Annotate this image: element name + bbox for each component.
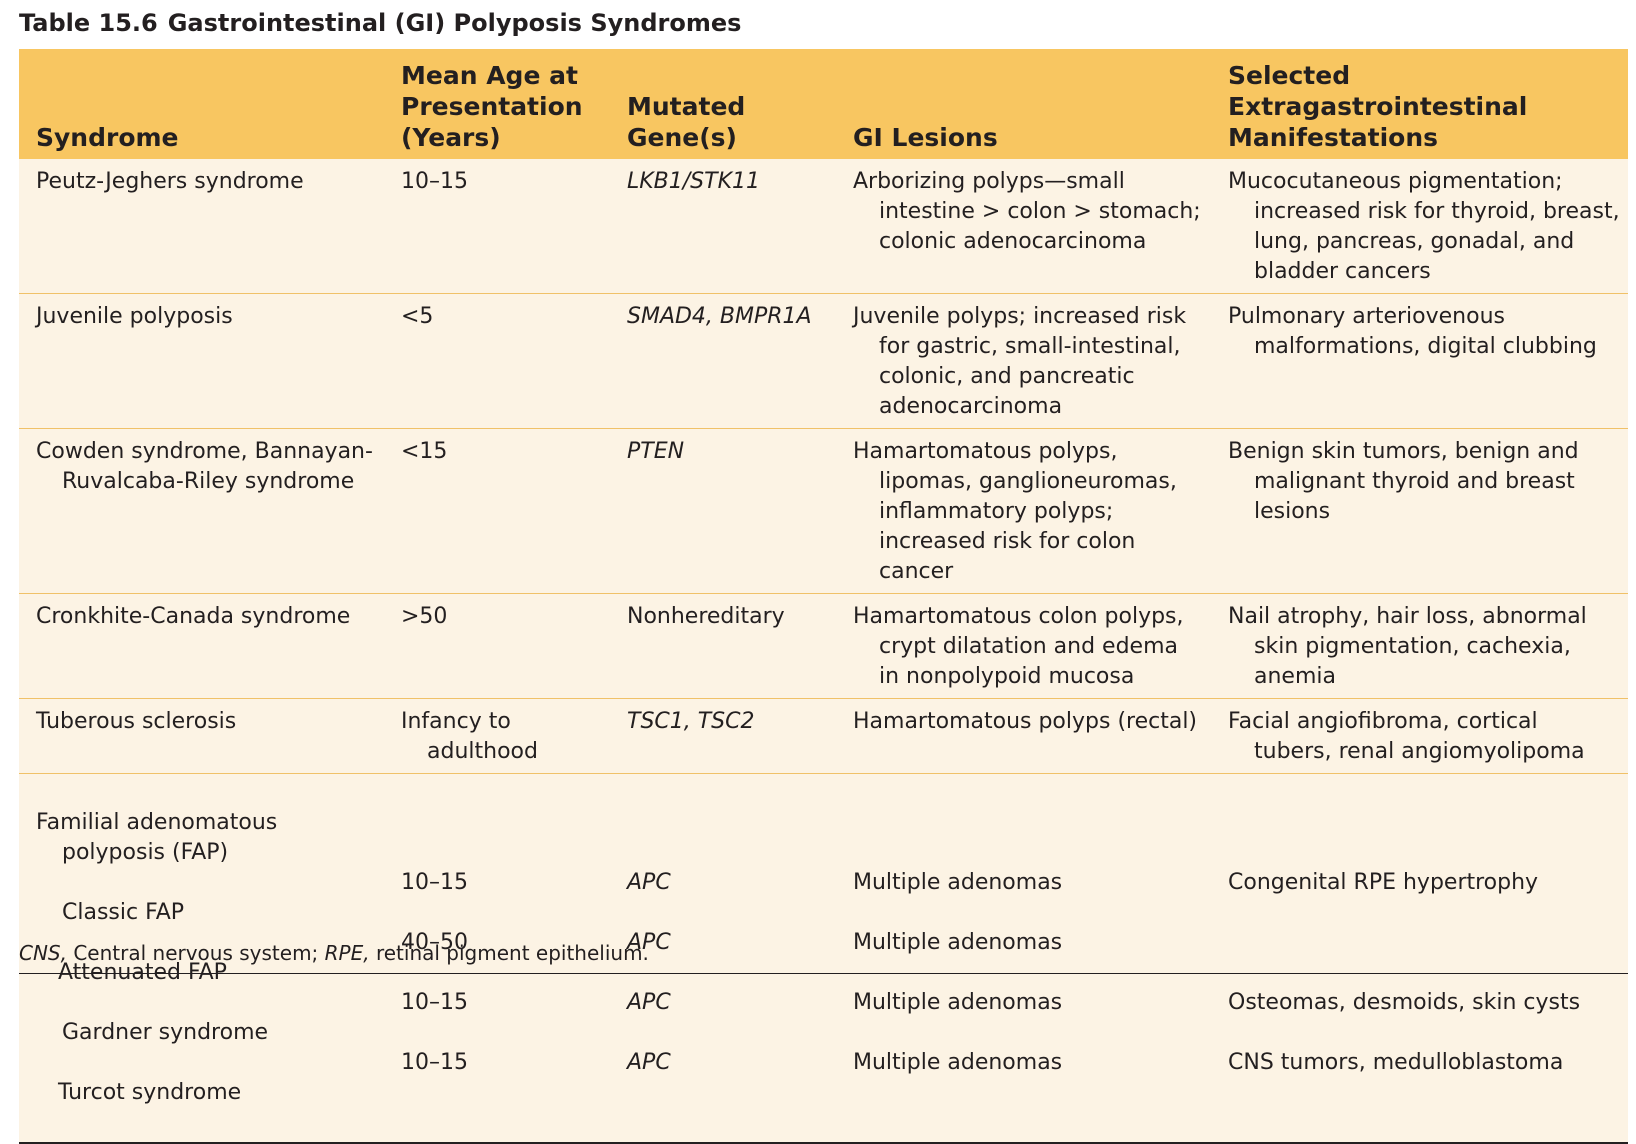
table-row: Peutz-Jeghers syndrome 10–15 LKB1/STK11 … (19, 159, 1628, 294)
cell-lesions: Hamartomatous polyps (rectal) (836, 698, 1211, 774)
cell-syndrome: Cronkhite-Canada syndrome (19, 593, 384, 699)
fap-subtype-lesions: Multiple adenomas (853, 930, 1063, 955)
cell-lesions: Hamartomatous colon polyps, crypt dilata… (836, 593, 1211, 699)
cell-gene: Nonhereditary (610, 593, 836, 699)
table-footnote: CNS, Central nervous system; RPE, retina… (19, 938, 1628, 974)
cell-age: 10–15 (384, 159, 610, 294)
cell-syndrome: Peutz-Jeghers syndrome (19, 159, 384, 294)
fap-subtype-age: 10–15 (401, 870, 468, 895)
cell-syndrome: Tuberous sclerosis (19, 698, 384, 774)
header-extra-gi-manifestations: Selected Extragastrointestinal Manifesta… (1228, 61, 1528, 152)
header-gi-lesions: GI Lesions (853, 123, 998, 152)
fap-subtype-gene: APC (627, 870, 671, 895)
header-syndrome: Syndrome (36, 123, 179, 152)
cell-extra: Nail atrophy, hair loss, abnormal skin p… (1211, 593, 1628, 699)
fap-subtype-gene: APC (627, 930, 671, 955)
cell-gene: LKB1/STK11 (610, 159, 836, 294)
fap-subtype-name: Attenuated FAP (58, 960, 227, 985)
fap-subtype-lesions: Multiple adenomas (853, 1050, 1063, 1075)
footnote-abbr: CNS, (19, 941, 67, 965)
cell-gene: PTEN (610, 428, 836, 594)
cell-age: >50 (384, 593, 610, 699)
fap-subtype-name: Turcot syndrome (58, 1080, 242, 1105)
table-row: Cowden syndrome, Bannayan-Ruvalcaba-Rile… (19, 428, 1628, 594)
cell-extra: Benign skin tumors, benign and malignant… (1211, 428, 1628, 594)
table-row: Juvenile polyposis <5 SMAD4, BMPR1A Juve… (19, 293, 1628, 429)
table-number: Table 15.6 (19, 9, 158, 37)
table-caption: Gastrointestinal (GI) Polyposis Syndrome… (167, 9, 742, 37)
footnote-definition: Central nervous system; (66, 941, 325, 965)
cell-extra: Facial angiofibroma, cortical tubers, re… (1211, 698, 1628, 774)
fap-subtype-lesions: Multiple adenomas (853, 870, 1063, 895)
cell-syndrome: Cowden syndrome, Bannayan-Ruvalcaba-Rile… (19, 428, 384, 594)
cell-gene: SMAD4, BMPR1A (610, 293, 836, 429)
fap-subtype-name: Classic FAP (62, 900, 185, 925)
cell-age: <5 (384, 293, 610, 429)
header-mutated-genes: Mutated Gene(s) (627, 92, 746, 152)
fap-subtype-age: 10–15 (401, 990, 468, 1015)
fap-subtype-extra: CNS tumors, medulloblastoma (1228, 1050, 1564, 1075)
fap-subtype-gene: APC (627, 1050, 671, 1075)
fap-subtype-lesions: Multiple adenomas (853, 990, 1063, 1015)
cell-age: Infancy to adulthood (384, 698, 610, 774)
fap-subtype-extra: Osteomas, desmoids, skin cysts (1228, 990, 1581, 1015)
fap-subtype-age: 40–50 (401, 930, 468, 955)
footnote-definition: retinal pigment epithelium. (369, 941, 649, 965)
table-row: Cronkhite-Canada syndrome >50 Nonheredit… (19, 593, 1628, 699)
fap-subtype-gene: APC (627, 990, 671, 1015)
table-title: Table 15.6 Gastrointestinal (GI) Polyposi… (19, 4, 741, 42)
cell-extra: Mucocutaneous pigmentation; increased ri… (1211, 159, 1628, 294)
cell-lesions: Hamartomatous polyps, lipomas, ganglione… (836, 428, 1211, 594)
footnote-abbr: RPE, (324, 941, 370, 965)
table-row: Tuberous sclerosis Infancy to adulthood … (19, 698, 1628, 774)
fap-subtype-age: 10–15 (401, 1050, 468, 1075)
cell-extra: Pulmonary arteriovenous malformations, d… (1211, 293, 1628, 429)
cell-lesions: Arborizing polyps—small intestine > colo… (836, 159, 1211, 294)
header-mean-age: Mean Age at Presentation (Years) (401, 61, 583, 152)
cell-syndrome: Juvenile polyposis (19, 293, 384, 429)
cell-age: <15 (384, 428, 610, 594)
header-row: Syndrome Mean Age at Presentation (Years… (19, 49, 1628, 159)
polyposis-table: Syndrome Mean Age at Presentation (Years… (19, 49, 1628, 1144)
fap-subtype-name: Gardner syndrome (62, 1020, 269, 1045)
cell-gene: TSC1, TSC2 (610, 698, 836, 774)
cell-lesions: Juvenile polyps; increased risk for gast… (836, 293, 1211, 429)
fap-subtype-extra: Congenital RPE hypertrophy (1228, 870, 1539, 895)
fap-group-label: Familial adenomatous polyposis (FAP) (36, 810, 278, 865)
